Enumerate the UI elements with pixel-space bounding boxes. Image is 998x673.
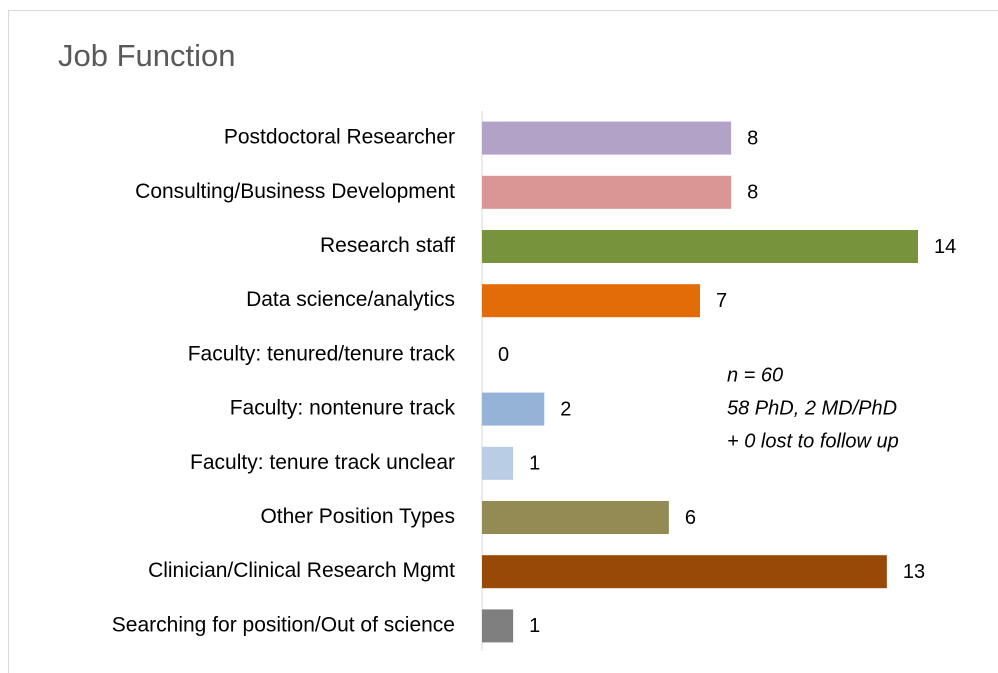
value-label: 13 — [903, 561, 925, 583]
value-label: 8 — [747, 182, 758, 204]
value-label: 0 — [498, 344, 509, 366]
bar — [482, 175, 732, 209]
annotation: + 0 lost to follow up — [727, 430, 899, 452]
value-label: 14 — [934, 236, 956, 258]
value-label: 6 — [685, 507, 696, 529]
bar — [482, 501, 669, 534]
category-label: Postdoctoral Researcher — [224, 126, 455, 149]
category-label: Research staff — [320, 234, 455, 257]
bar — [482, 609, 514, 643]
value-label: 2 — [560, 398, 571, 420]
bar — [482, 284, 700, 318]
value-label: 7 — [716, 290, 727, 312]
bar — [482, 555, 887, 589]
bar — [482, 121, 732, 155]
value-label: 1 — [529, 453, 540, 475]
bar — [482, 446, 514, 480]
bar — [482, 392, 545, 426]
chart-title: Job Function — [58, 38, 236, 73]
category-label: Faculty: nontenure track — [230, 397, 456, 420]
category-label: Other Position Types — [260, 505, 455, 528]
annotation: 58 PhD, 2 MD/PhD — [727, 397, 897, 419]
chart-border — [8, 10, 998, 673]
category-label: Faculty: tenured/tenure track — [188, 342, 456, 365]
category-label: Data science/analytics — [246, 288, 455, 311]
category-label: Searching for position/Out of science — [112, 613, 455, 636]
value-label: 1 — [529, 615, 540, 637]
category-label: Clinician/Clinical Research Mgmt — [148, 559, 455, 582]
category-label: Consulting/Business Development — [135, 180, 455, 203]
value-label: 8 — [747, 127, 758, 149]
category-label: Faculty: tenure track unclear — [190, 451, 455, 474]
annotation: n = 60 — [727, 364, 783, 386]
bar — [482, 230, 918, 263]
